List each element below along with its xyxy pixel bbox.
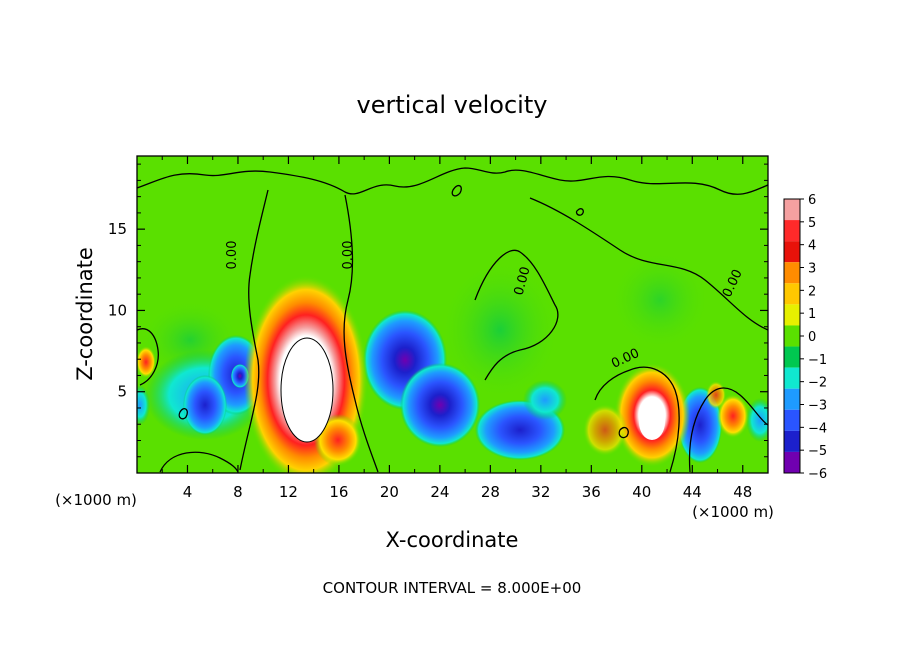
y-axis-title: Z-coordinate	[73, 247, 97, 381]
plot-area: 0.00 0.00 0.00 0.00 0.00	[137, 156, 768, 473]
x-tick-label: 48	[733, 483, 752, 501]
colorbar-label: −5	[808, 444, 827, 459]
x-tick-label: 16	[329, 483, 348, 501]
zero-contour	[178, 408, 188, 420]
colorbar-label: 5	[808, 216, 816, 231]
field-patch	[610, 250, 710, 350]
colorbar-label: 1	[808, 307, 816, 322]
contour-label: 0.00	[512, 265, 534, 297]
colorbar-label: −2	[808, 376, 827, 391]
x-tick-label: 28	[481, 483, 500, 501]
colorbar-swatch	[784, 451, 800, 473]
downdraft-x24	[400, 363, 480, 447]
updraft-x40-core	[639, 404, 665, 440]
y-tick-label: 15	[108, 220, 127, 238]
colorbar-swatch	[784, 220, 800, 242]
y-axis: 5 10 15	[108, 163, 768, 458]
colorbar-swatch	[784, 388, 800, 410]
updraft-x13-core	[280, 337, 334, 443]
zero-contour	[159, 451, 239, 473]
zero-contour	[137, 328, 159, 386]
downdraft-x49	[746, 398, 768, 442]
chart-title: vertical velocity	[357, 91, 548, 119]
colorbar-label: −4	[808, 421, 827, 436]
colorbar-swatch	[784, 430, 800, 452]
zero-contour	[594, 366, 680, 473]
colorbar-swatch	[784, 199, 800, 221]
x-tick-label: 32	[531, 483, 550, 501]
zero-contour	[529, 197, 768, 331]
x-tick-label: 4	[183, 483, 193, 501]
zero-contour	[137, 167, 768, 195]
x-axis-title: X-coordinate	[386, 528, 519, 552]
zero-contour	[474, 249, 559, 381]
colorbar-label: 2	[808, 284, 816, 299]
colorbar-label: 3	[808, 262, 816, 277]
colorbar-label: 4	[808, 239, 816, 254]
downdraft-x31	[523, 380, 567, 420]
plot-frame	[136, 155, 769, 474]
colorbar-swatch	[784, 409, 800, 431]
colorbar-swatch	[784, 241, 800, 263]
x-tick-label: 8	[233, 483, 243, 501]
contour-interval-note: CONTOUR INTERVAL = 8.000E+00	[323, 579, 582, 597]
colorbar-swatch	[784, 262, 800, 284]
colorbar: 6 5 4 3 2 1 0 −1 −2 −3 −4 −5 −6	[783, 193, 827, 482]
x-axis: 4 8 12 16 20 24 28 32 36 40 44 48	[161, 156, 752, 501]
x-tick-label: 12	[279, 483, 298, 501]
colorbar-label: −6	[808, 467, 827, 482]
colorbar-swatch	[784, 325, 800, 347]
x-tick-label: 24	[430, 483, 449, 501]
updraft-x16-tail	[314, 414, 362, 466]
colorbar-swatch	[784, 304, 800, 326]
zero-contour	[575, 208, 584, 216]
y-tick-label: 10	[108, 301, 127, 319]
x-tick-label: 36	[582, 483, 601, 501]
contour-label: 0.00	[225, 241, 240, 270]
x-unit-left: (×1000 m)	[55, 491, 137, 509]
colorbar-label: −3	[808, 399, 827, 414]
zero-contours	[137, 167, 768, 473]
downdraft-x6	[183, 375, 227, 435]
zero-contour	[239, 189, 269, 471]
colorbar-swatch	[784, 283, 800, 305]
zero-contour	[688, 387, 768, 473]
colorbar-swatch	[784, 346, 800, 368]
downdraft-left-edge	[137, 385, 150, 425]
updraft-left-edge	[137, 346, 156, 378]
zero-contour	[451, 184, 462, 197]
updraft-x47	[717, 394, 749, 438]
x-tick-label: 20	[380, 483, 399, 501]
colorbar-label: −1	[808, 353, 827, 368]
y-tick-label: 5	[117, 383, 127, 401]
colorbar-label: 0	[808, 330, 816, 345]
x-unit-right: (×1000 m)	[692, 503, 774, 521]
x-tick-label: 40	[632, 483, 651, 501]
colorbar-swatch	[784, 367, 800, 389]
colorbar-label: 6	[808, 193, 816, 208]
zero-contour	[618, 426, 629, 439]
x-tick-label: 44	[683, 483, 702, 501]
contour-label: 0.00	[341, 241, 356, 270]
field-patch	[440, 260, 560, 400]
updraft-x37	[583, 404, 627, 456]
zero-contour	[343, 194, 379, 473]
